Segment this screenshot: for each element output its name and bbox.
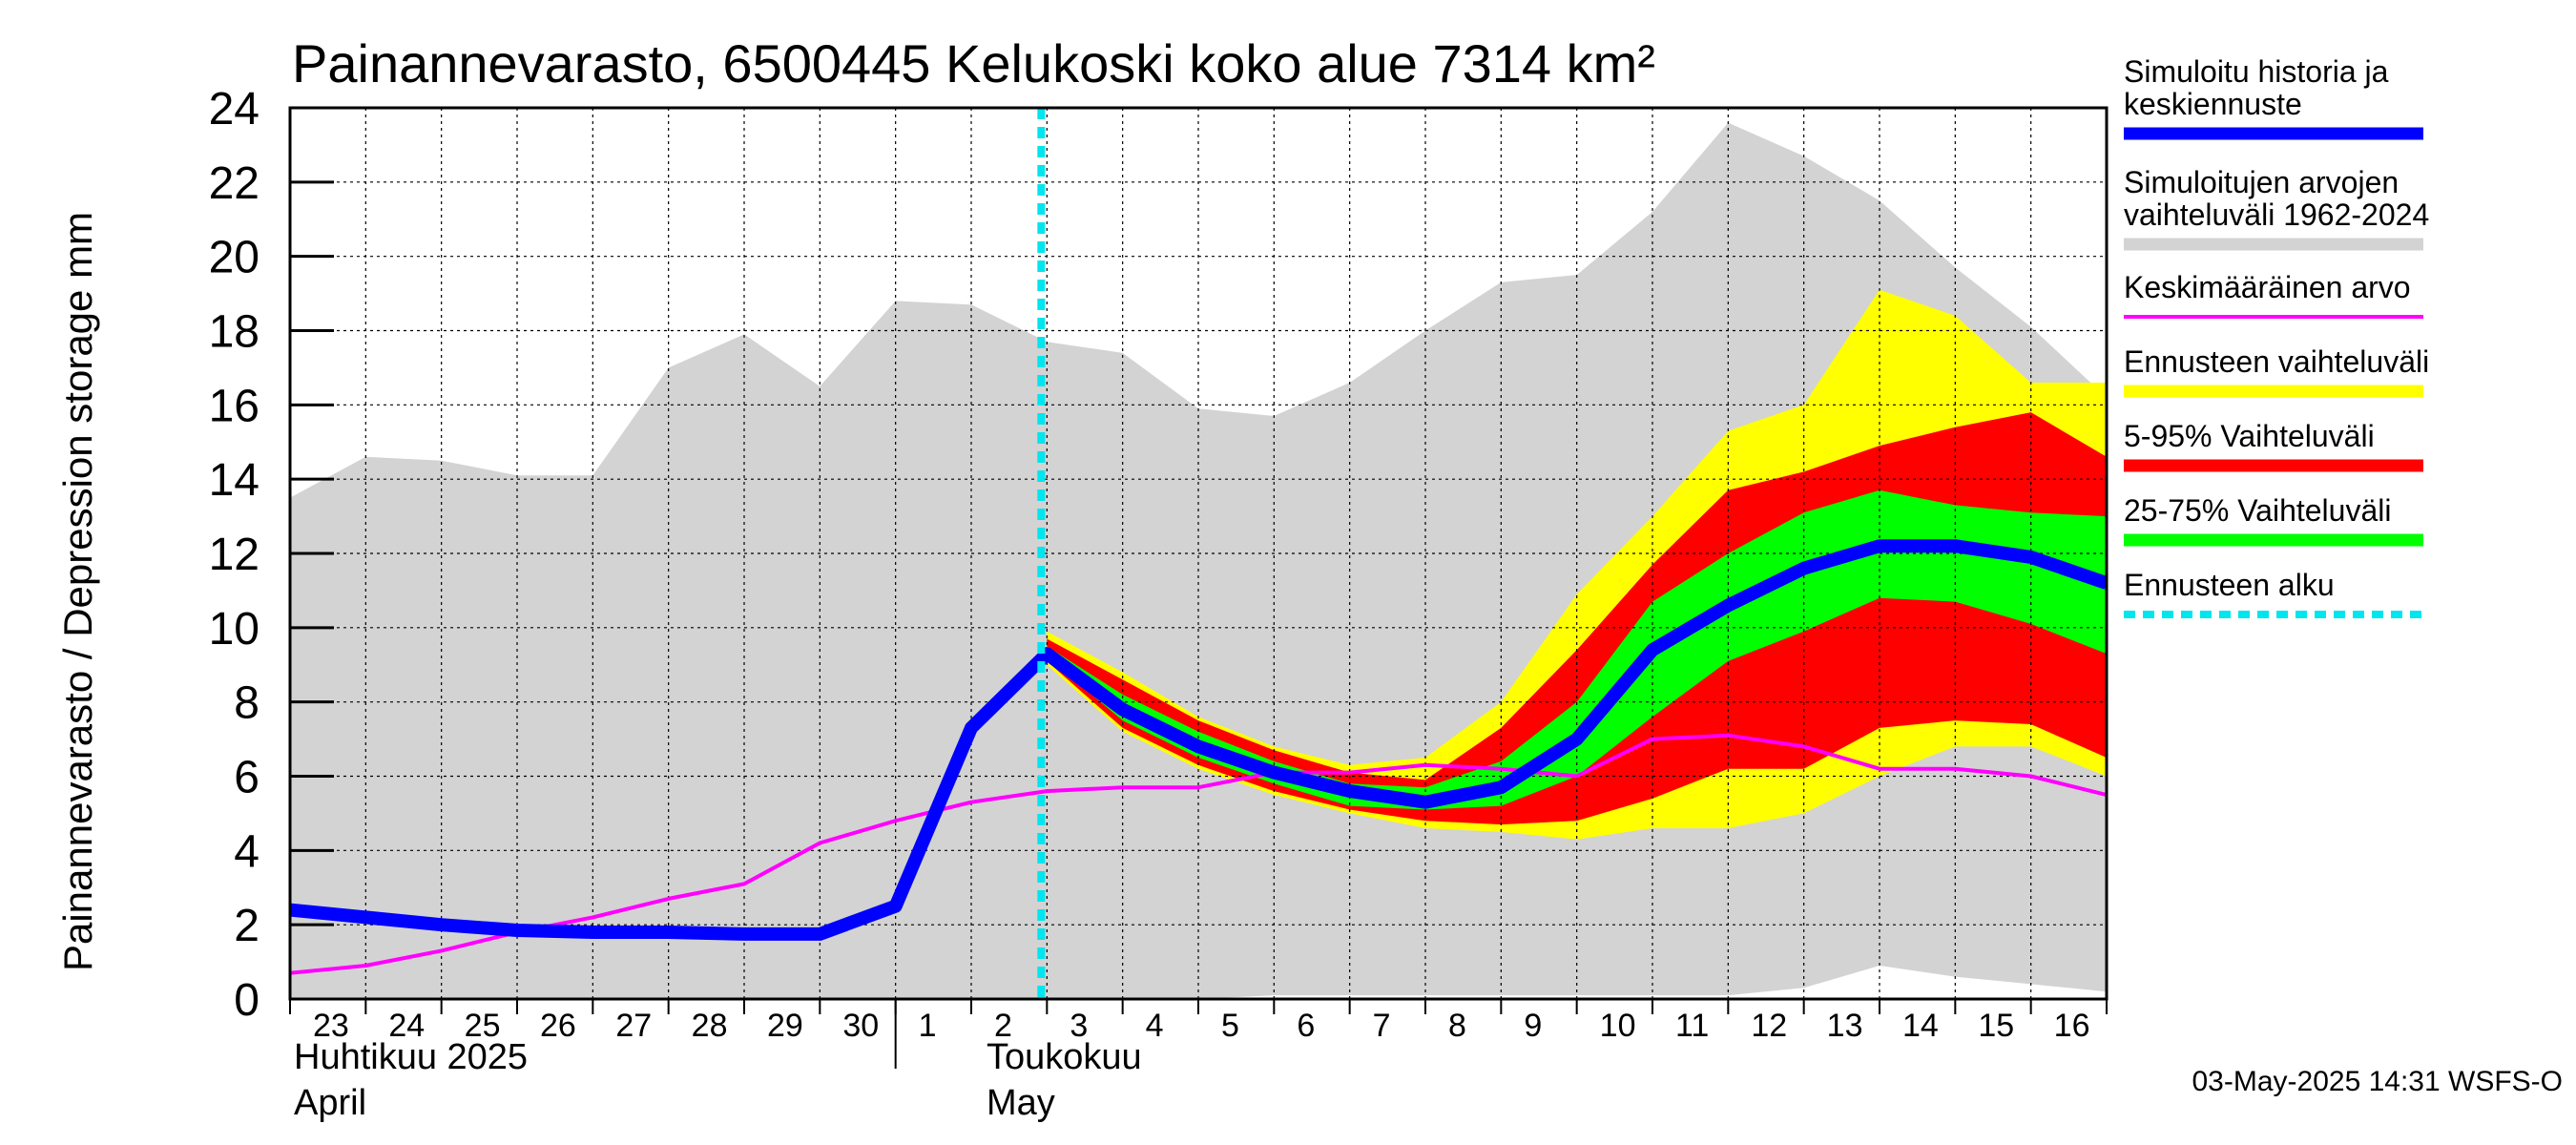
month-label-en: April — [294, 1083, 366, 1123]
x-tick-label: 7 — [1373, 1008, 1391, 1044]
p25-75-band — [1047, 489, 2107, 810]
y-axis-label: Painannevarasto / Depression storage mm — [55, 212, 100, 971]
y-tick-label: 14 — [209, 455, 260, 506]
x-tick-label: 30 — [842, 1008, 879, 1044]
y-tick-label: 12 — [209, 530, 260, 580]
chart-title: Painannevarasto, 6500445 Kelukoski koko … — [292, 33, 1655, 94]
x-tick-label: 29 — [767, 1008, 803, 1044]
y-tick-label: 10 — [209, 604, 260, 655]
series-lines — [290, 108, 2107, 999]
y-tick-label: 20 — [209, 233, 260, 283]
x-tick-label: 12 — [1751, 1008, 1787, 1044]
y-tick-label: 22 — [209, 158, 260, 209]
y-tick-label: 24 — [209, 84, 260, 135]
x-tick-label: 10 — [1600, 1008, 1636, 1044]
month-label-fi: Huhtikuu 2025 — [294, 1037, 528, 1077]
x-tick-label: 23 — [313, 1008, 349, 1044]
x-tick-label: 27 — [615, 1008, 652, 1044]
legend-label: Simuloitu historia ja keskiennuste — [2124, 54, 2389, 121]
history-mean-forecast-line — [290, 539, 2107, 941]
y-tick-label: 18 — [209, 307, 260, 358]
legend-label: Keskimääräinen arvo — [2124, 270, 2411, 304]
y-tick-label: 2 — [234, 901, 260, 951]
x-tick-label: 15 — [1978, 1008, 2014, 1044]
legend: Simuloitu historia ja keskiennuste Simuloi… — [2124, 54, 2429, 618]
x-tick-label: 16 — [2054, 1008, 2090, 1044]
x-tick-label: 13 — [1827, 1008, 1863, 1044]
x-tick-label: 3 — [1070, 1008, 1088, 1044]
x-tick-label: 28 — [692, 1008, 728, 1044]
month-label-en: May — [987, 1083, 1055, 1123]
x-tick-label: 8 — [1448, 1008, 1466, 1044]
month-label-fi: Toukokuu — [987, 1037, 1142, 1077]
y-tick-label: 0 — [234, 975, 260, 1026]
x-tick-label: 11 — [1675, 1008, 1709, 1044]
x-tick-label: 9 — [1524, 1008, 1542, 1044]
y-tick-label: 4 — [234, 826, 260, 877]
x-tick-label: 25 — [465, 1008, 501, 1044]
x-tick-label: 14 — [1902, 1008, 1939, 1044]
legend-label: Ennusteen vaihteluväli — [2124, 344, 2429, 379]
legend-label: Ennusteen alku — [2124, 568, 2335, 602]
footer-timestamp: 03-May-2025 14:31 WSFS-O — [2192, 1066, 2564, 1097]
legend-label: Simuloitujen arvojen vaihteluväli 1962-20… — [2124, 165, 2429, 232]
grid-lines — [290, 108, 2107, 999]
legend-label: 25-75% Vaihteluväli — [2124, 493, 2391, 528]
y-tick-label: 16 — [209, 381, 260, 431]
x-tick-label: 24 — [388, 1008, 425, 1044]
x-tick-label: 2 — [994, 1008, 1012, 1044]
legend-label: 5-95% Vaihteluväli — [2124, 419, 2375, 453]
x-tick-label: 1 — [919, 1008, 937, 1044]
x-tick-label: 6 — [1297, 1008, 1315, 1044]
x-tick-label: 26 — [540, 1008, 576, 1044]
x-tick-label: 5 — [1221, 1008, 1239, 1044]
y-tick-label: 6 — [234, 753, 260, 803]
y-tick-label: 8 — [234, 678, 260, 729]
x-tick-label: 4 — [1146, 1008, 1164, 1044]
long-term-mean-line — [290, 733, 2107, 975]
